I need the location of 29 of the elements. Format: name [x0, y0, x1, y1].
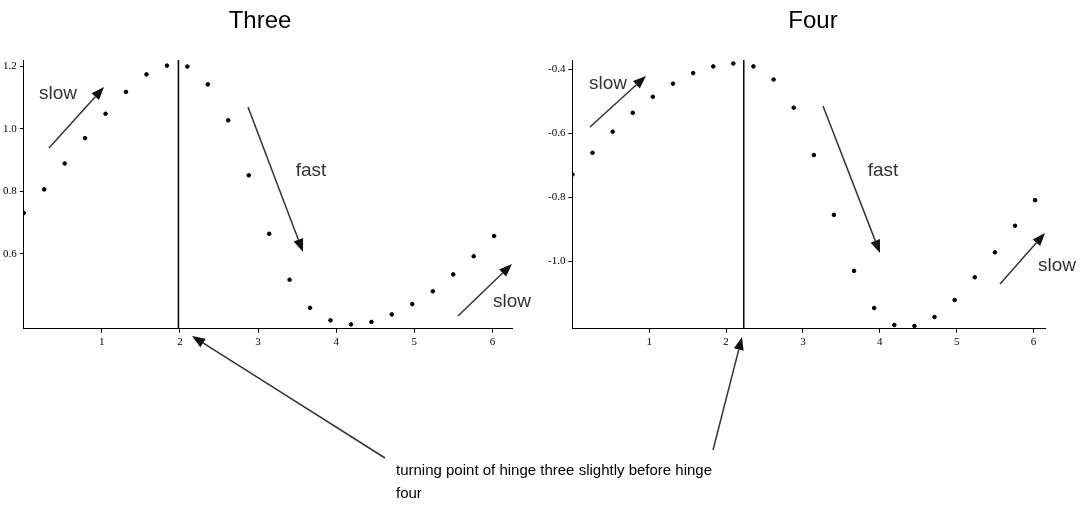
annotation: slow	[492, 290, 532, 312]
x-tick-label: 2	[177, 335, 183, 348]
chart-title: Four	[787, 6, 839, 34]
x-tick-label: 3	[255, 335, 262, 348]
y-tick-label: -0.8	[547, 190, 566, 203]
annotation: slow	[588, 72, 628, 94]
x-tick-label: 5	[411, 335, 418, 348]
x-tick-label: 2	[723, 335, 729, 348]
x-tick-label: 5	[953, 335, 960, 348]
x-tick-label: 3	[800, 335, 807, 348]
x-tick-label: 6	[1030, 335, 1037, 348]
x-tick-label: 4	[877, 335, 884, 348]
x-tick-label: 1	[646, 335, 653, 348]
y-tick-label: 0.8	[3, 184, 18, 197]
text: turning point of hinge three slightly before hinge four	[396, 460, 714, 503]
annotation: slow	[38, 82, 78, 104]
x-tick-label: 1	[99, 335, 105, 348]
y-tick-label: -1.0	[547, 254, 566, 267]
y-tick-label: 1.2	[3, 59, 17, 72]
y-tick-label: -0.4	[547, 62, 566, 75]
y-tick-label: 0.6	[3, 246, 18, 259]
annotation: fast	[295, 159, 327, 181]
annotation: fast	[867, 159, 899, 181]
annotation: slow	[1037, 254, 1077, 276]
y-tick-label: 1.0	[3, 121, 18, 134]
x-tick-label: 4	[333, 335, 340, 348]
x-tick-label: 6	[489, 335, 496, 348]
chart-title: Three	[227, 6, 293, 34]
y-tick-label: -0.6	[547, 126, 566, 139]
